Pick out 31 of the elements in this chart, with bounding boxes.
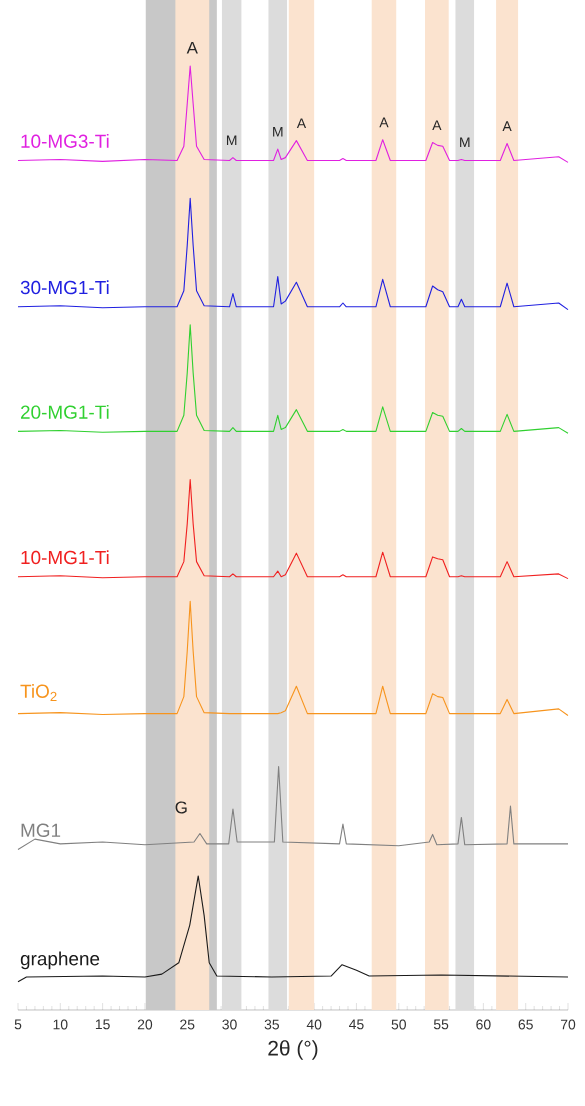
x-tick-label: 20 [137,1019,153,1030]
x-tick-label: 55 [433,1019,449,1030]
band-label: A [186,41,198,54]
band-label: G [175,801,187,814]
x-tick-label: 25 [180,1019,195,1030]
series-label: graphene [20,951,100,970]
series-label: 10-MG1-Ti [21,550,109,565]
x-tick-label: 60 [476,1019,491,1030]
series-label: 10-MG3-Ti [21,134,109,148]
x-tick-label: 40 [306,1019,322,1030]
band-label: A [502,121,512,131]
series-label: 20-MG1-Ti [21,404,109,419]
band-label: M [273,127,283,137]
x-tick-label: 15 [95,1019,110,1030]
x-tick-label: 30 [222,1019,237,1030]
x-axis-title: 2θ (°) [268,1040,318,1060]
band-label: A [379,117,389,128]
band-label: A [432,120,442,130]
x-tick-label: 65 [518,1019,533,1030]
x-tick-label: 35 [264,1019,280,1030]
band-label: A [296,118,307,129]
x-tick-label: 50 [391,1019,406,1030]
x-tick-label: 45 [349,1019,364,1030]
series-label: MG1 [21,823,61,838]
x-tick-label: 70 [560,1019,576,1030]
series-label: TiO$_{2}$ [20,684,57,702]
x-tick-label: 5 [14,1019,22,1030]
band-label: M [226,135,237,146]
series-label: 30-MG1-Ti [20,280,109,295]
band-label: M [460,137,470,147]
x-tick-label: 10 [53,1019,68,1030]
